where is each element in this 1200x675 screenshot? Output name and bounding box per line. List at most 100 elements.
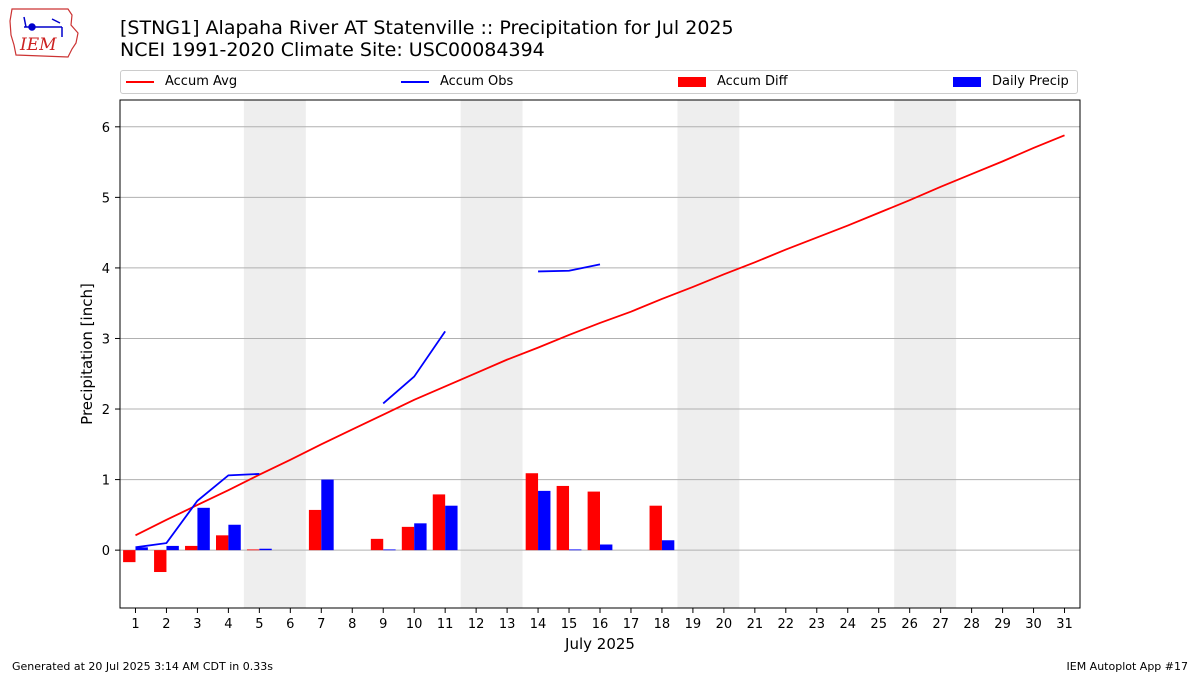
- x-tick-label: 21: [747, 617, 764, 632]
- accum-diff-bar: [370, 538, 384, 551]
- accum-diff-bar: [401, 526, 415, 551]
- x-tick-label: 16: [592, 617, 609, 632]
- lines: [135, 134, 1065, 549]
- daily-precip-bar: [197, 507, 210, 551]
- y-tick-label: 5: [102, 191, 110, 206]
- y-tick-label: 3: [102, 332, 110, 347]
- legend-swatch-accum-diff: [678, 76, 706, 87]
- daily-precip-bar: [166, 545, 179, 551]
- legend-swatch-accum-avg: [126, 80, 154, 83]
- legend-swatch-accum-obs: [401, 80, 429, 83]
- weather-station-icon: [23, 16, 63, 37]
- legend-label-accum-obs: Accum Obs: [440, 74, 514, 89]
- x-tick-label: 6: [286, 617, 294, 632]
- accum-diff-bar: [525, 473, 539, 551]
- x-tick-label: 2: [162, 617, 170, 632]
- y-tick-label: 6: [102, 121, 110, 136]
- y-axis-label: Precipitation [inch]: [78, 283, 96, 425]
- x-tick-label: 3: [193, 617, 201, 632]
- x-tick-label: 15: [561, 617, 578, 632]
- weekend-band-4: [894, 100, 957, 608]
- x-tick-label: 25: [870, 617, 887, 632]
- x-tick-label: 12: [468, 617, 485, 632]
- x-tick-label: 30: [1025, 617, 1042, 632]
- x-tick-label: 1: [131, 617, 139, 632]
- legend-item-daily-precip: Daily Precip: [953, 74, 1069, 89]
- x-axis-label: July 2025: [564, 635, 635, 653]
- logo-text: IEM: [19, 35, 57, 55]
- x-tick-label: 8: [348, 617, 356, 632]
- daily-precip-bar: [135, 547, 148, 551]
- legend: Accum Avg Accum Obs Accum Diff Daily Pre…: [120, 70, 1078, 94]
- x-tick-label: 19: [685, 617, 702, 632]
- bars: [123, 473, 675, 573]
- daily-precip-bar: [259, 548, 272, 551]
- legend-label-accum-avg: Accum Avg: [165, 74, 238, 89]
- x-tick-label: 23: [809, 617, 826, 632]
- x-tick-label: 5: [255, 617, 263, 632]
- y-tick-label: 4: [102, 262, 110, 277]
- accum-diff-bar: [556, 485, 570, 551]
- weekend-shading: [243, 100, 957, 608]
- x-tick-label: 10: [406, 617, 423, 632]
- x-tick-label: 9: [379, 617, 387, 632]
- generated-timestamp: Generated at 20 Jul 2025 3:14 AM CDT in …: [12, 660, 273, 673]
- daily-precip-bar: [321, 479, 334, 551]
- daily-precip-bar: [538, 490, 551, 551]
- y-tick-label: 2: [102, 403, 110, 418]
- x-tick-label: 24: [839, 617, 856, 632]
- x-tick-label: 31: [1056, 617, 1073, 632]
- chart-title: [STNG1] Alapaha River AT Statenville :: …: [120, 17, 734, 39]
- y-tick-label: 0: [102, 544, 110, 559]
- legend-item-accum-avg: Accum Avg: [126, 74, 237, 89]
- daily-precip-bar: [414, 523, 427, 551]
- x-tick-label: 13: [499, 617, 516, 632]
- accum-diff-bar: [432, 494, 446, 551]
- accum-diff-bar: [308, 509, 322, 551]
- iem-logo: IEM: [9, 8, 79, 58]
- x-tick-label: 11: [437, 617, 454, 632]
- x-tick-label: 14: [530, 617, 547, 632]
- daily-precip-bar: [228, 524, 241, 551]
- weekend-band-1: [243, 100, 306, 608]
- legend-label-accum-diff: Accum Diff: [717, 74, 788, 89]
- legend-item-accum-obs: Accum Obs: [401, 74, 513, 89]
- y-tick-label: 1: [102, 474, 110, 489]
- x-tick-label: 17: [623, 617, 640, 632]
- daily-precip-bar: [661, 540, 675, 551]
- accum-obs-line-segment-1: [135, 473, 260, 549]
- app-id: IEM Autoplot App #17: [1066, 660, 1189, 673]
- x-tick-label: 18: [654, 617, 671, 632]
- x-tick-label: 27: [932, 617, 949, 632]
- x-tick-label: 29: [994, 617, 1011, 632]
- legend-swatch-daily-precip: [953, 76, 981, 87]
- daily-precip-bar: [445, 505, 458, 551]
- accum-obs-line-segment-3: [538, 263, 601, 273]
- legend-item-accum-diff: Accum Diff: [678, 74, 788, 89]
- accum-diff-bar: [185, 545, 198, 551]
- accum-diff-bar: [649, 505, 662, 551]
- x-tick-label: 4: [224, 617, 232, 632]
- x-tick-label: 22: [778, 617, 795, 632]
- iowa-outline-icon: [9, 8, 79, 58]
- daily-precip-bar: [600, 544, 613, 551]
- accum-diff-bar: [154, 550, 167, 573]
- y-axis-ticks: 0 1 2 3 4 5 6: [102, 121, 120, 559]
- x-tick-label: 28: [963, 617, 980, 632]
- x-tick-label: 20: [716, 617, 733, 632]
- accum-avg-line: [135, 134, 1065, 537]
- accum-diff-bar: [123, 550, 136, 563]
- legend-label-daily-precip: Daily Precip: [992, 74, 1069, 89]
- chart-subtitle: NCEI 1991-2020 Climate Site: USC00084394: [120, 39, 545, 61]
- x-axis-ticks: 1 2 3 4 5 6 7 8 9 10 11 12 13 14 15 16 17 18 19 20 21 22 23 24 2…: [131, 608, 1073, 632]
- accum-diff-bar: [216, 535, 229, 551]
- accum-diff-bar: [587, 491, 600, 551]
- daily-precip-bar: [569, 549, 582, 551]
- weekend-band-2: [460, 100, 523, 608]
- daily-precip-bar: [383, 549, 396, 551]
- accum-diff-bar: [246, 549, 260, 551]
- x-tick-label: 7: [317, 617, 325, 632]
- weekend-band-3: [677, 100, 740, 608]
- x-tick-label: 26: [901, 617, 918, 632]
